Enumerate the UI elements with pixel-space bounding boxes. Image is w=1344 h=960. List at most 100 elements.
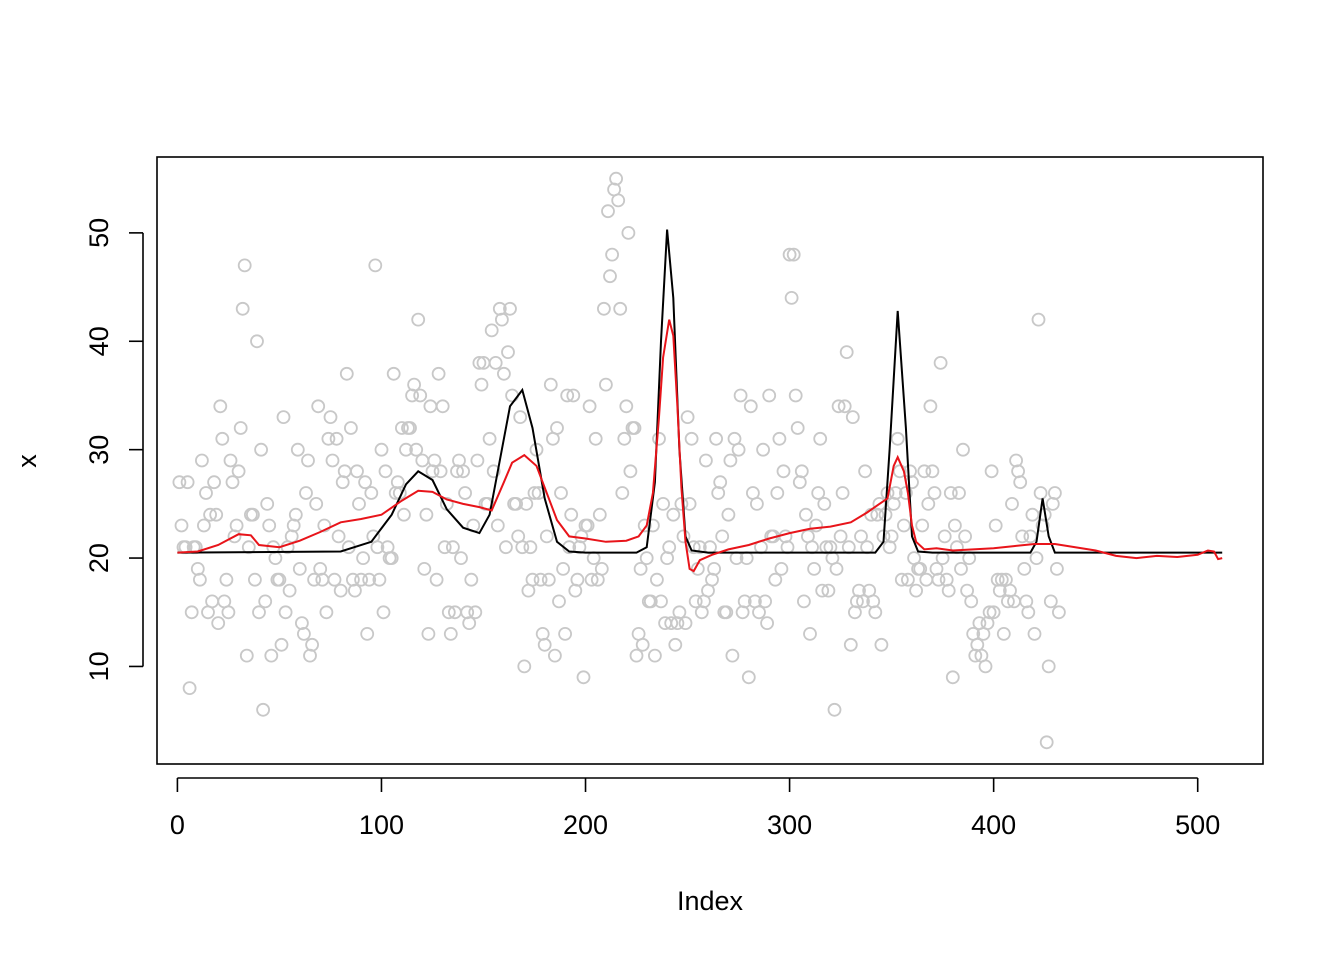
observation-point	[984, 464, 999, 479]
observation-point	[815, 583, 830, 598]
observation-point	[725, 648, 740, 663]
observation-point	[305, 637, 320, 652]
observation-point	[784, 290, 799, 305]
observation-point	[325, 453, 340, 468]
observation-point	[221, 605, 236, 620]
observation-point	[1005, 496, 1019, 511]
observation-point	[464, 572, 479, 587]
observation-point	[605, 247, 619, 262]
observation-point	[570, 572, 585, 587]
observation-point	[760, 616, 774, 630]
observation-point	[803, 627, 817, 641]
observation-point	[843, 637, 858, 652]
observation-point	[594, 562, 609, 576]
observation-point	[1033, 486, 1048, 500]
observation-point	[1050, 562, 1064, 576]
observation-point	[603, 269, 617, 284]
observation-point	[886, 496, 901, 511]
observation-point	[656, 496, 670, 511]
observation-point	[788, 388, 803, 403]
observation-point	[290, 442, 305, 457]
observation-point	[509, 496, 523, 511]
y-tick-label: 50	[84, 218, 114, 248]
observation-point	[939, 572, 954, 587]
observation-point	[313, 562, 328, 576]
observation-point	[874, 637, 889, 652]
observation-point	[241, 540, 256, 555]
observation-point	[688, 594, 703, 609]
observation-point	[272, 572, 287, 587]
observation-point	[343, 421, 358, 435]
observation-point	[513, 410, 528, 425]
observation-point	[488, 355, 503, 370]
observation-point	[768, 572, 783, 587]
observation-point	[654, 594, 668, 609]
observation-point	[835, 486, 850, 500]
observation-point	[633, 562, 648, 576]
observation-point	[337, 464, 352, 479]
observation-point	[299, 486, 313, 500]
observation-point	[752, 605, 766, 620]
observation-point	[256, 702, 271, 717]
x-tick-label: 500	[1175, 810, 1220, 840]
observation-point	[743, 399, 758, 414]
observation-point	[490, 518, 505, 533]
observation-point	[247, 572, 262, 587]
estimate-line	[177, 319, 1223, 573]
plot-frame	[156, 156, 1264, 765]
observation-point	[735, 605, 750, 620]
observation-point	[615, 486, 630, 500]
observation-point	[956, 442, 970, 457]
observation-point	[1043, 594, 1058, 609]
observation-point	[1029, 551, 1044, 565]
observation-point	[180, 475, 195, 490]
observation-point	[362, 572, 377, 587]
observation-point	[680, 410, 695, 425]
observation-point	[501, 345, 515, 360]
x-tick-label: 200	[563, 810, 608, 840]
observation-point	[817, 496, 832, 511]
observation-point	[315, 572, 330, 587]
observation-point	[652, 431, 666, 446]
observation-point	[676, 529, 691, 544]
observation-point	[648, 648, 662, 663]
observation-point	[982, 605, 997, 620]
observation-point	[884, 529, 899, 544]
observation-point	[774, 562, 789, 576]
observation-point	[933, 355, 948, 370]
observation-point	[539, 529, 554, 544]
observation-point	[692, 540, 707, 555]
observation-point	[637, 518, 652, 533]
observation-point	[617, 431, 632, 446]
observation-point	[890, 431, 905, 446]
observation-point	[525, 572, 540, 587]
observation-point	[331, 529, 346, 544]
observation-point	[988, 518, 1003, 533]
observation-point	[494, 312, 509, 327]
observation-point	[684, 431, 699, 446]
observation-point	[807, 562, 821, 576]
observation-point	[845, 410, 860, 425]
observation-point	[721, 507, 736, 522]
observation-point	[219, 572, 234, 587]
observation-point	[347, 583, 362, 598]
observation-point	[470, 453, 485, 468]
observation-point	[705, 572, 719, 587]
observation-point	[894, 572, 909, 587]
observation-point	[1021, 605, 1036, 620]
observation-point	[772, 431, 787, 446]
observation-point	[1052, 605, 1066, 620]
observation-point	[854, 529, 868, 544]
observation-point	[660, 551, 674, 565]
observation-point	[292, 562, 307, 576]
observation-point	[223, 453, 238, 468]
observation-point	[260, 496, 275, 511]
observation-point	[831, 399, 846, 414]
observation-point	[915, 518, 930, 533]
x-tick-label: 0	[170, 810, 185, 840]
observation-point	[527, 486, 542, 500]
observation-point	[323, 410, 338, 425]
observation-point	[601, 204, 615, 219]
observation-point	[303, 648, 317, 663]
observation-point	[925, 464, 940, 479]
